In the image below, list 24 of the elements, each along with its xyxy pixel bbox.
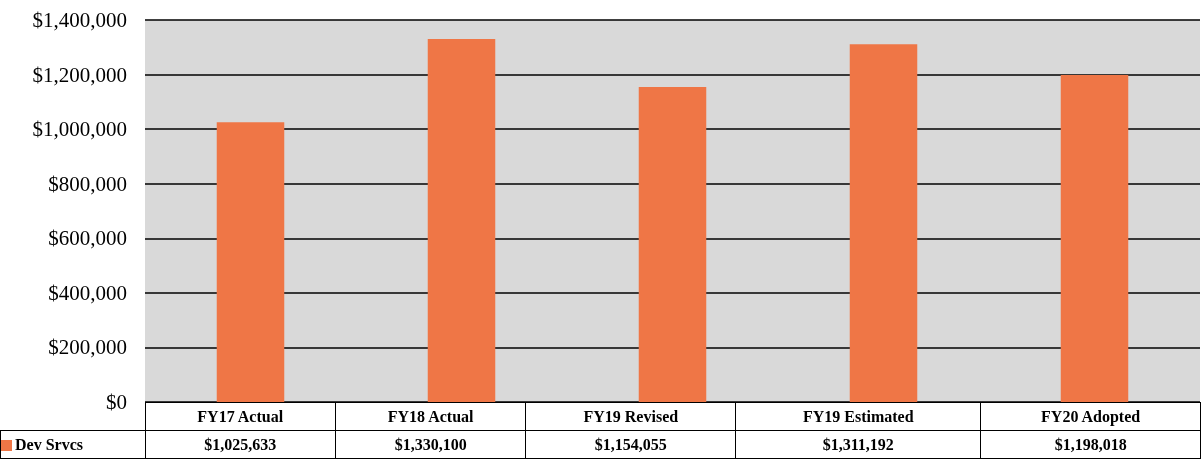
bar [1060,75,1129,402]
y-tick-label: $800,000 [48,171,127,196]
y-tick-label: $400,000 [48,280,127,305]
data-label: $1,025,633 [145,430,336,459]
x-tick-label: FY18 Actual [335,402,526,431]
legend-label: Dev Srvcs [0,430,145,459]
x-tick-label: FY19 Revised [525,402,736,431]
data-label: $1,330,100 [335,430,526,459]
y-tick-label: $600,000 [48,226,127,251]
data-label: $1,311,192 [735,430,981,459]
y-tick-label: $1,000,000 [32,117,127,142]
y-tick-label: $1,200,000 [32,62,127,87]
y-tick-label: $200,000 [48,335,127,360]
y-tick-label: $0 [106,390,127,414]
bar [216,122,285,402]
x-tick-label: FY19 Estimated [735,402,981,431]
bar [638,87,707,402]
bar [849,44,918,402]
x-tick-label: FY20 Adopted [980,402,1201,431]
y-tick-label: $1,400,000 [32,8,127,32]
x-tick-label: FY17 Actual [145,402,336,431]
data-label: $1,154,055 [525,430,736,459]
data-label: $1,198,018 [980,430,1201,459]
bar [427,39,496,402]
